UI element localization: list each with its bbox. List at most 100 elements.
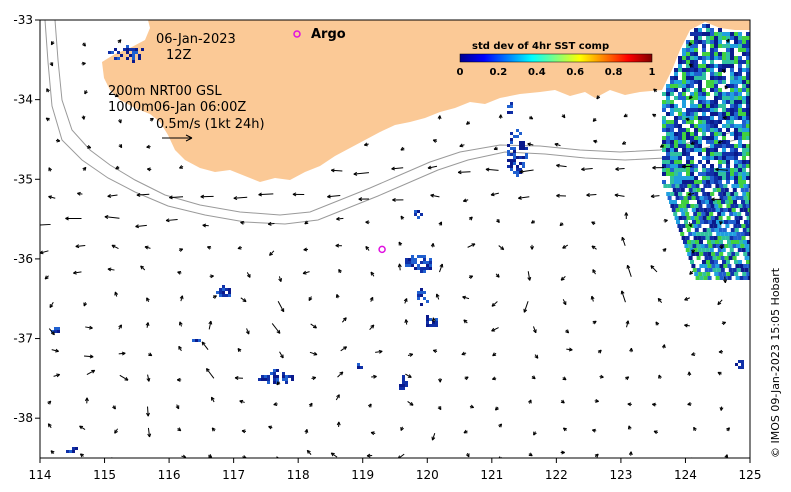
- sst-pixel: [686, 96, 690, 100]
- sst-pixel: [261, 378, 264, 381]
- sst-pixel: [702, 128, 706, 132]
- current-arrow: [684, 297, 690, 301]
- sst-pixel: [721, 248, 726, 252]
- current-arrow: [366, 453, 373, 458]
- current-arrow: [115, 165, 120, 170]
- current-arrow: [335, 243, 342, 248]
- sst-pixel: [733, 200, 737, 204]
- sst-pixel: [694, 112, 698, 116]
- current-arrow: [498, 423, 503, 428]
- sst-pixel: [715, 276, 720, 280]
- sst-pixel: [666, 104, 670, 108]
- sst-pixel: [738, 76, 742, 80]
- sst-pixel: [726, 96, 730, 100]
- current-arrow: [725, 38, 730, 43]
- sst-pixel: [702, 52, 706, 56]
- sst-pixel: [706, 128, 710, 132]
- current-arrow: [439, 263, 444, 273]
- sst-pixel: [698, 124, 702, 128]
- sst-pixel: [507, 153, 510, 156]
- sst-pixel: [702, 24, 706, 28]
- current-arrow: [114, 428, 119, 434]
- sst-pixel: [700, 188, 705, 192]
- current-arrow: [400, 426, 404, 431]
- sst-pixel: [737, 248, 742, 252]
- sst-pixel: [730, 108, 734, 112]
- sst-pixel: [688, 188, 693, 192]
- sst-pixel: [228, 288, 231, 291]
- current-arrow: [652, 165, 664, 170]
- sst-pixel: [718, 40, 722, 44]
- sst-pixel: [726, 56, 730, 60]
- current-arrow: [621, 141, 627, 145]
- sst-pixel: [746, 176, 750, 180]
- current-arrow: [407, 353, 414, 357]
- sst-pixel: [718, 64, 722, 68]
- sst-pixel: [123, 48, 126, 51]
- sst-pixel: [734, 56, 738, 60]
- sst-pixel: [706, 148, 710, 152]
- sst-pixel: [742, 60, 746, 64]
- sst-pixel: [423, 297, 426, 300]
- current-arrow: [717, 299, 723, 306]
- current-arrow: [523, 301, 529, 313]
- current-arrow: [48, 328, 55, 336]
- sst-pixel: [694, 176, 698, 180]
- sst-pixel: [738, 204, 743, 208]
- current-arrow: [268, 425, 273, 430]
- colorbar-ticks: 0 0.2 0.4 0.6 0.8 1: [457, 67, 656, 78]
- current-arrow: [207, 245, 212, 250]
- sst-pixel: [72, 447, 75, 450]
- sst-pixel: [726, 176, 730, 180]
- sst-pixel: [720, 188, 725, 192]
- sst-pixel: [734, 260, 738, 264]
- sst-pixel: [706, 260, 710, 264]
- sst-pixel: [426, 318, 429, 321]
- sst-pixel: [402, 384, 405, 387]
- sst-pixel: [709, 200, 713, 204]
- sst-pixel: [732, 220, 736, 224]
- sst-pixel: [686, 152, 690, 156]
- sst-pixel: [510, 159, 513, 162]
- sst-pixel: [670, 84, 674, 88]
- sst-pixel: [744, 268, 749, 272]
- sst-pixel: [662, 116, 666, 120]
- sst-pixel: [722, 96, 726, 100]
- sst-pixel: [678, 164, 682, 168]
- current-arrow: [518, 195, 530, 200]
- sst-pixel: [710, 28, 714, 32]
- sst-pixel: [722, 228, 727, 232]
- sst-pixel: [674, 148, 678, 152]
- sst-pixel: [429, 258, 432, 261]
- current-arrow: [47, 400, 52, 405]
- sst-pixel: [743, 184, 748, 188]
- sst-pixel: [746, 80, 750, 84]
- sst-pixel: [741, 200, 745, 204]
- current-arrow: [277, 301, 285, 313]
- sst-pixel: [726, 260, 730, 264]
- sst-pixel: [708, 244, 713, 248]
- sst-pixel: [703, 264, 708, 268]
- colorbar-tick-label: 0: [457, 67, 464, 78]
- sst-pixel: [670, 100, 674, 104]
- colorbar-title: std dev of 4hr SST comp: [472, 41, 609, 52]
- sst-pixel: [674, 88, 678, 92]
- current-arrow: [273, 402, 278, 407]
- sst-pixel: [686, 56, 690, 60]
- sst-pixel: [694, 32, 698, 36]
- current-arrow: [358, 197, 370, 202]
- sst-pixel: [737, 236, 742, 240]
- sst-pixel: [722, 272, 727, 276]
- y-tick-label: -34: [13, 93, 33, 107]
- sst-pixel: [734, 152, 738, 156]
- current-arrow: [149, 117, 154, 122]
- sst-pixel: [695, 184, 700, 188]
- sst-pixel: [694, 28, 698, 32]
- sst-pixel: [738, 96, 742, 100]
- sst-pixel: [678, 228, 683, 232]
- sst-pixel: [117, 51, 120, 54]
- current-arrow: [135, 224, 147, 229]
- sst-pixel: [742, 136, 746, 140]
- sst-pixel: [670, 128, 674, 132]
- sst-pixel: [719, 240, 723, 244]
